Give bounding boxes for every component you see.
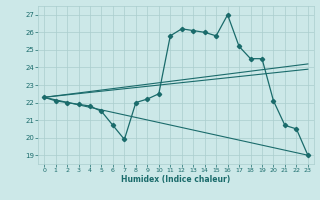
X-axis label: Humidex (Indice chaleur): Humidex (Indice chaleur) bbox=[121, 175, 231, 184]
